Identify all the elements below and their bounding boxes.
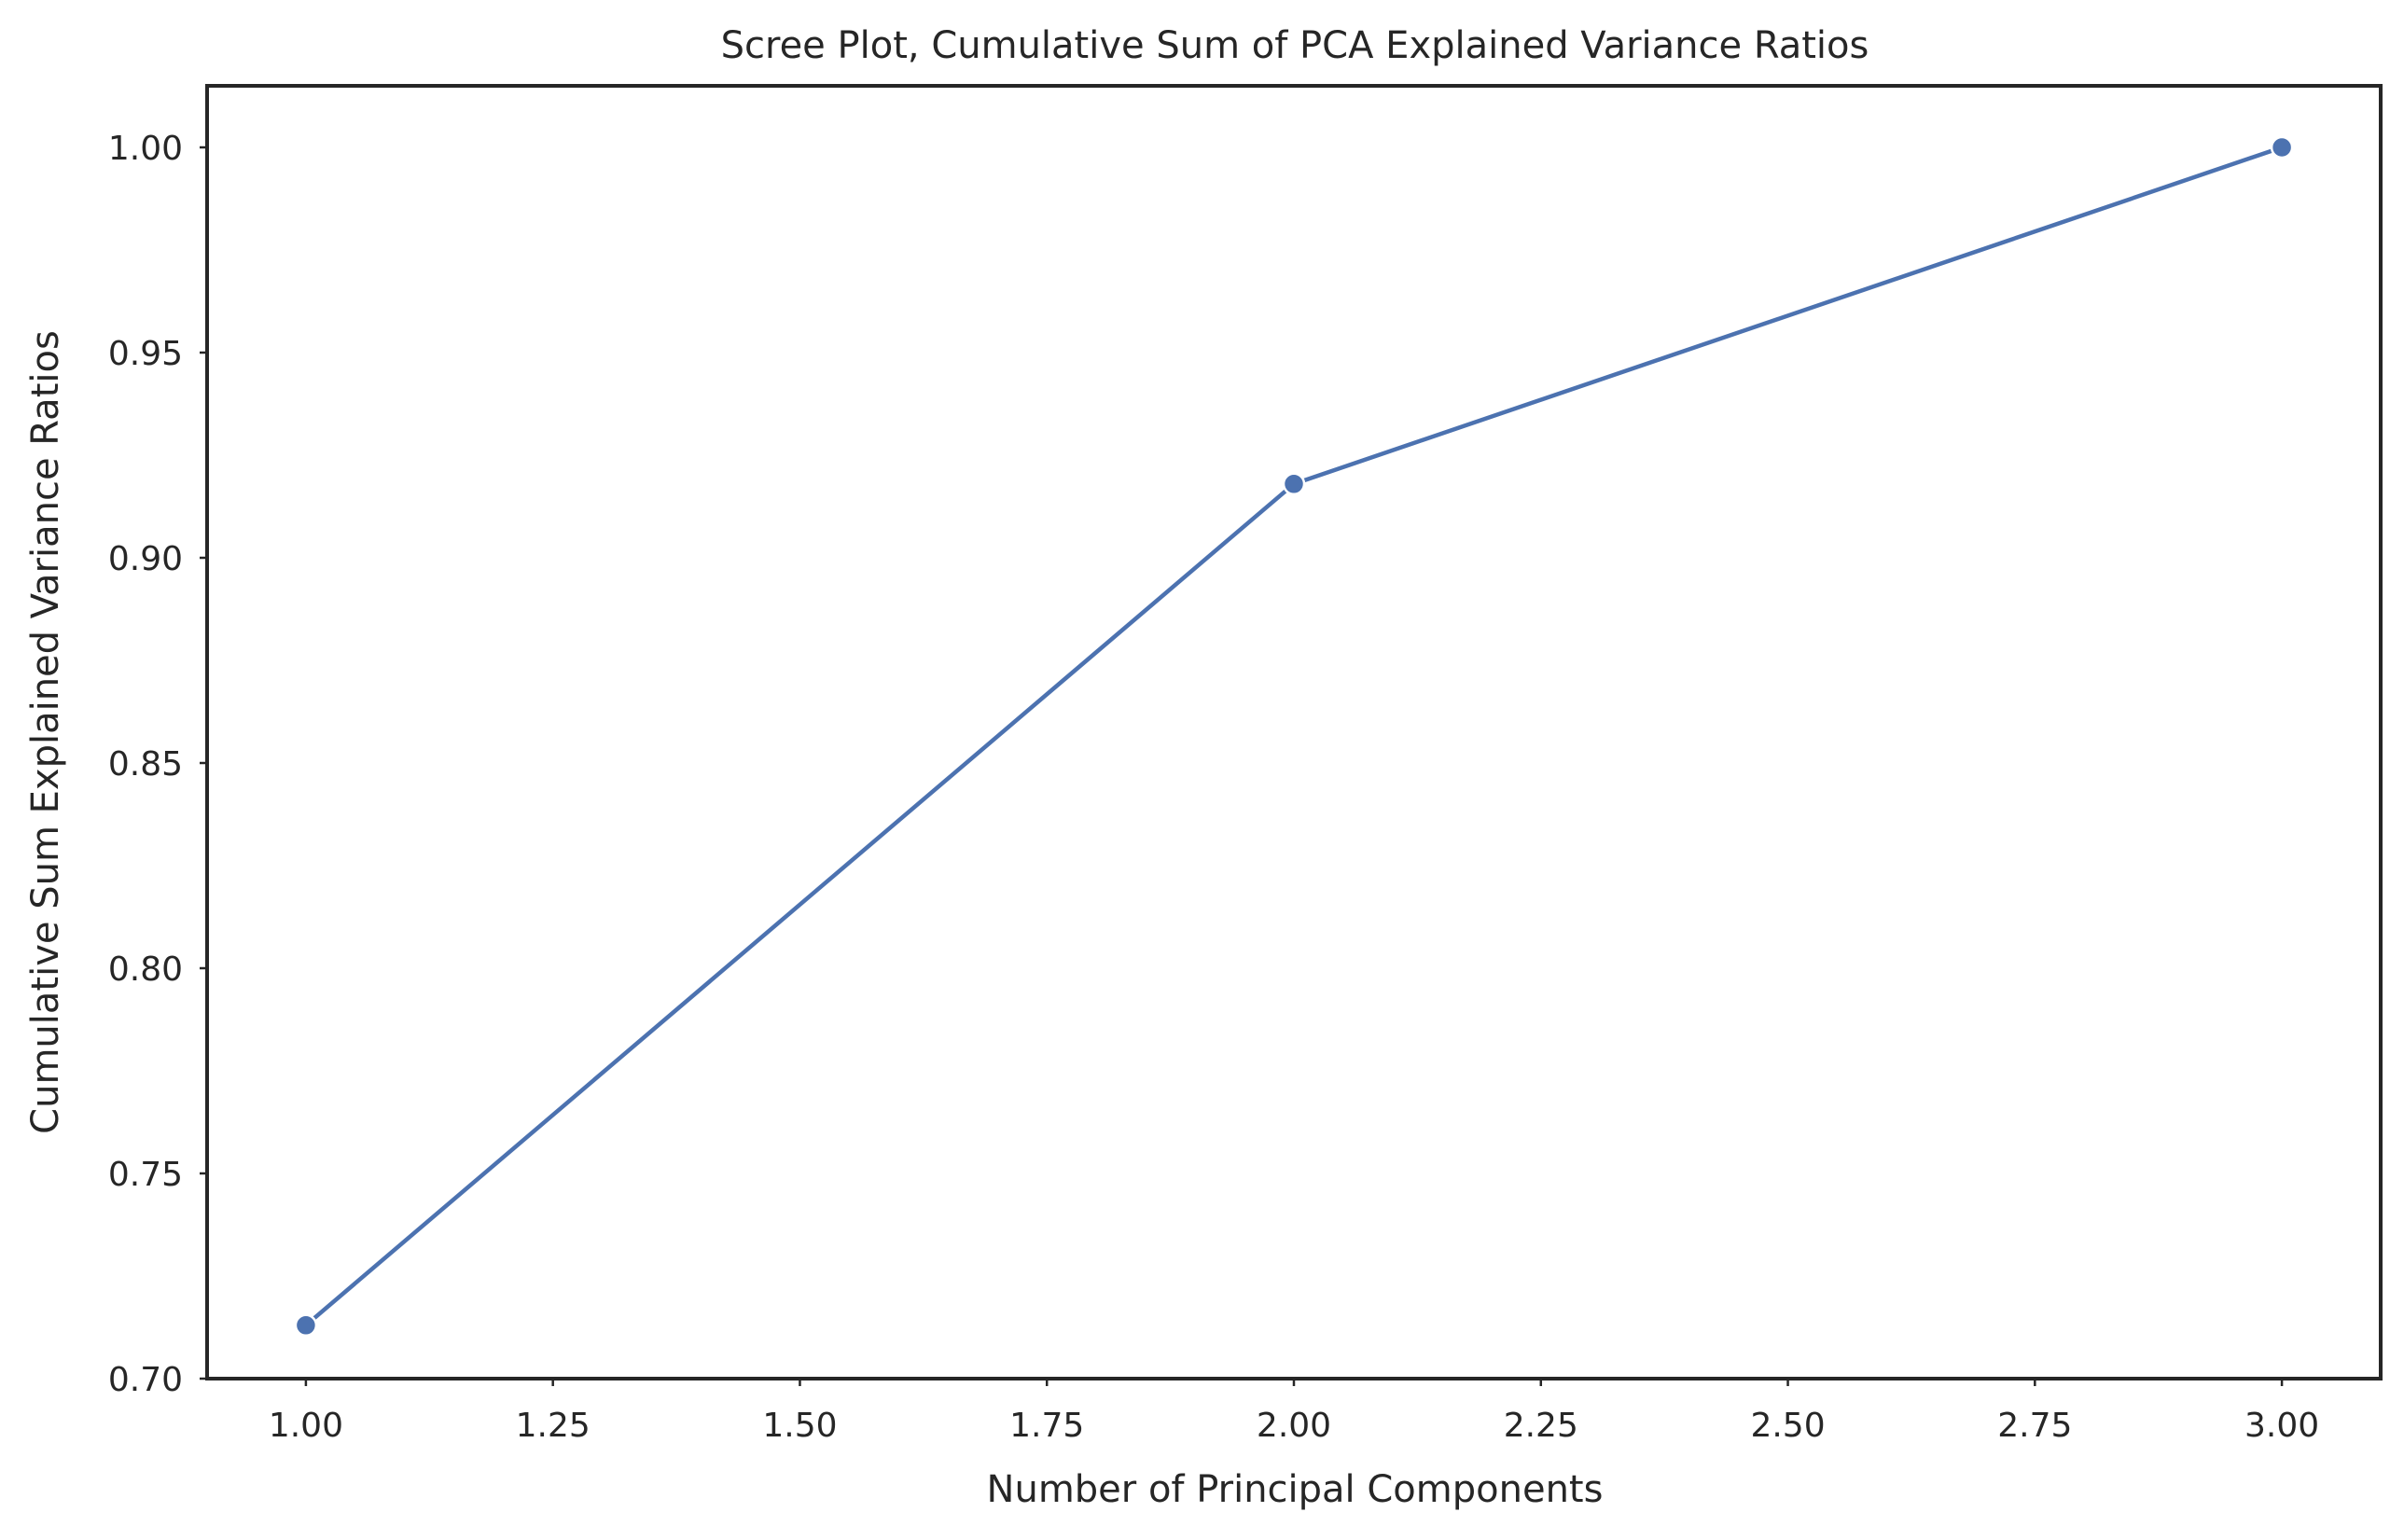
x-axis-ticks: 1.00 1.25 1.50 1.75 2.00 2.25 2.50 2.75 3.00 <box>269 1379 2319 1445</box>
data-point <box>294 1313 318 1338</box>
y-tick-label: 1.00 <box>108 130 183 168</box>
y-tick-label: 0.90 <box>108 540 183 578</box>
y-tick-label: 0.85 <box>108 745 183 784</box>
y-tick-label: 0.75 <box>108 1156 183 1194</box>
plot-frame <box>205 84 2383 1380</box>
x-tick-label: 2.50 <box>1750 1407 1825 1445</box>
x-tick-label: 2.75 <box>1997 1407 2072 1445</box>
x-tick-label: 1.00 <box>269 1407 343 1445</box>
x-tick-label: 1.75 <box>1009 1407 1084 1445</box>
data-point <box>1282 472 1306 496</box>
x-tick-label: 3.00 <box>2244 1407 2319 1445</box>
x-tick-label: 1.50 <box>762 1407 837 1445</box>
x-axis-label: Number of Principal Components <box>987 1468 1604 1511</box>
x-tick-label: 2.25 <box>1504 1407 1578 1445</box>
y-axis-label: Cumulative Sum Explained Variance Ratios <box>24 330 67 1134</box>
y-tick-label: 0.70 <box>108 1361 183 1399</box>
series-layer <box>294 135 2294 1338</box>
y-tick-label: 0.80 <box>108 950 183 989</box>
y-axis-ticks: 0.70 0.75 0.80 0.85 0.90 0.95 1.00 <box>108 130 207 1399</box>
x-tick-label: 1.25 <box>516 1407 591 1445</box>
y-tick-label: 0.95 <box>108 335 183 373</box>
data-point <box>2270 135 2294 160</box>
x-tick-label: 2.00 <box>1257 1407 1331 1445</box>
chart-title: Scree Plot, Cumulative Sum of PCA Explai… <box>721 24 1869 67</box>
